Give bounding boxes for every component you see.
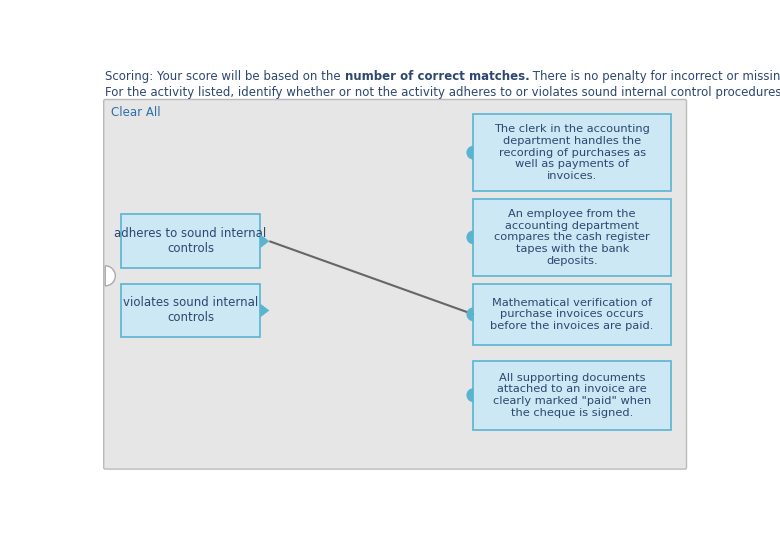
Wedge shape [466, 388, 473, 402]
Text: Scoring: Your score will be based on the: Scoring: Your score will be based on the [105, 70, 345, 83]
Wedge shape [466, 146, 473, 160]
Wedge shape [466, 230, 473, 244]
Text: For the activity listed, identify whether or not the activity adheres to or viol: For the activity listed, identify whethe… [105, 85, 780, 99]
Text: violates sound internal
controls: violates sound internal controls [123, 296, 258, 325]
FancyBboxPatch shape [473, 199, 671, 276]
Text: Mathematical verification of
purchase invoices occurs
before the invoices are pa: Mathematical verification of purchase in… [491, 298, 654, 331]
Text: An employee from the
accounting department
compares the cash register
tapes with: An employee from the accounting departme… [495, 209, 650, 265]
FancyBboxPatch shape [104, 99, 686, 469]
Text: All supporting documents
attached to an invoice are
clearly marked "paid" when
t: All supporting documents attached to an … [493, 373, 651, 418]
Text: There is no penalty for incorrect or missing matches.: There is no penalty for incorrect or mis… [530, 70, 780, 83]
FancyBboxPatch shape [473, 114, 671, 191]
Text: The clerk in the accounting
department handles the
recording of purchases as
wel: The clerk in the accounting department h… [495, 124, 650, 181]
FancyBboxPatch shape [473, 360, 671, 430]
FancyBboxPatch shape [473, 284, 671, 345]
Polygon shape [261, 303, 269, 317]
Text: Clear All: Clear All [112, 106, 161, 119]
FancyBboxPatch shape [121, 284, 261, 337]
FancyBboxPatch shape [121, 214, 261, 268]
Wedge shape [105, 266, 115, 286]
Polygon shape [261, 234, 269, 248]
Wedge shape [466, 308, 473, 321]
Text: adheres to sound internal
controls: adheres to sound internal controls [115, 227, 267, 255]
Text: number of correct matches.: number of correct matches. [345, 70, 530, 83]
